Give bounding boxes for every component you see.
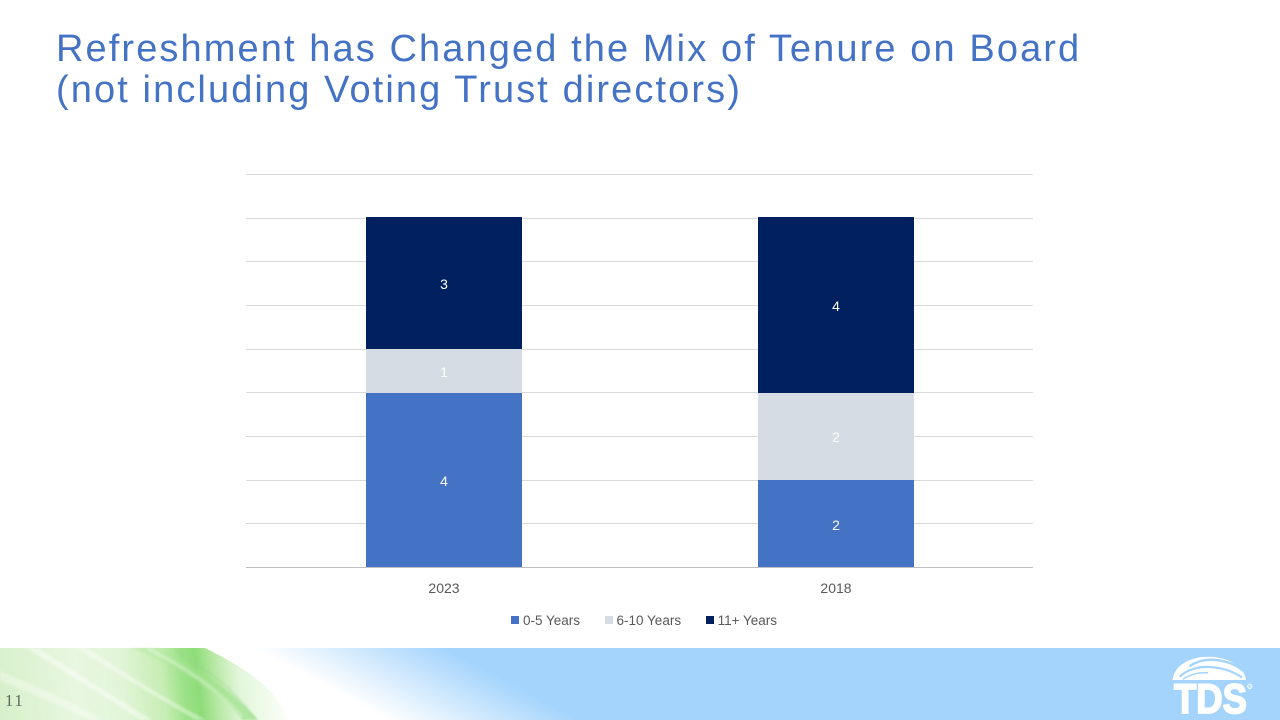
svg-text:R: R [1248, 684, 1251, 689]
svg-text:TDS: TDS [1174, 675, 1247, 720]
